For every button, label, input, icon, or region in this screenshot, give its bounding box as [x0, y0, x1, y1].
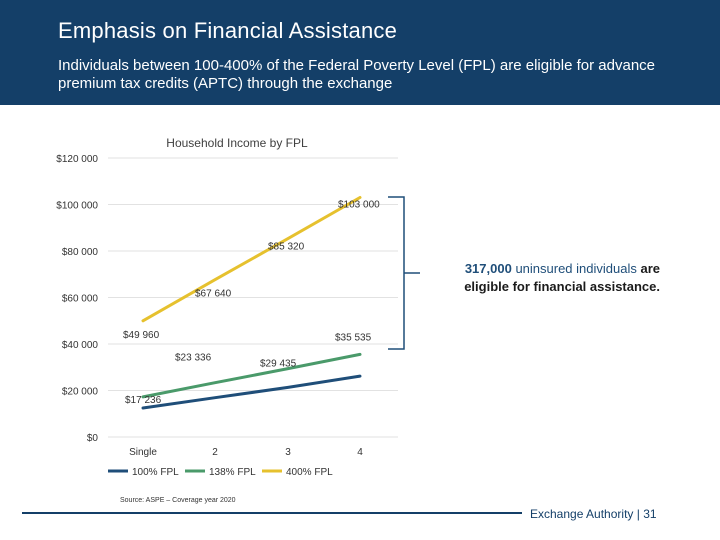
y-tick-label: $60 000: [62, 294, 99, 305]
y-tick-label: $40 000: [62, 340, 99, 351]
callout-text: 317,000 uninsured individuals are eligib…: [420, 260, 660, 296]
footer-org: Exchange Authority: [530, 507, 634, 521]
chart-title: Household Income by FPL: [166, 136, 308, 150]
data-label: $17 236: [125, 395, 162, 406]
source-note: Source: ASPE – Coverage year 2020: [120, 497, 236, 504]
callout-middle: uninsured individuals: [511, 261, 641, 276]
y-tick-label: $100 000: [56, 201, 98, 212]
y-tick-label: $20 000: [62, 387, 99, 398]
x-tick-label: 2: [212, 447, 218, 458]
header-divider: [0, 105, 720, 119]
footer-divider: [22, 512, 522, 514]
series-line-1: [141, 352, 362, 399]
page-number: 31: [643, 507, 657, 521]
data-label: $23 336: [175, 353, 212, 364]
callout-number: 317,000: [464, 261, 512, 276]
data-label: $85 320: [268, 242, 305, 253]
legend-label: 100% FPL: [132, 467, 179, 478]
slide-title: Emphasis on Financial Assistance: [58, 18, 398, 43]
y-tick-label: $0: [87, 433, 99, 444]
callout-end: are eligible for financial assistance.: [464, 261, 660, 294]
header-bar: [0, 0, 720, 105]
x-tick-label: Single: [129, 447, 157, 458]
data-label: $103 000: [338, 200, 380, 211]
y-tick-label: $120 000: [56, 154, 98, 165]
data-label: $35 535: [335, 332, 372, 343]
series-line-0: [141, 374, 362, 410]
y-tick-label: $80 000: [62, 247, 99, 258]
data-label: $67 640: [195, 289, 232, 300]
data-label: $29 435: [260, 359, 297, 370]
x-tick-label: 4: [357, 447, 363, 458]
footer: Exchange Authority | 31: [530, 507, 657, 521]
slide-subtitle: Individuals between 100-400% of the Fede…: [58, 57, 656, 92]
footer-separator: |: [636, 507, 640, 521]
x-tick-label: 3: [285, 447, 291, 458]
callout-bracket: [388, 196, 405, 350]
legend-label: 400% FPL: [286, 467, 333, 478]
series-line-2: [141, 196, 362, 323]
data-label: $49 960: [123, 330, 160, 341]
legend-label: 138% FPL: [209, 467, 256, 478]
